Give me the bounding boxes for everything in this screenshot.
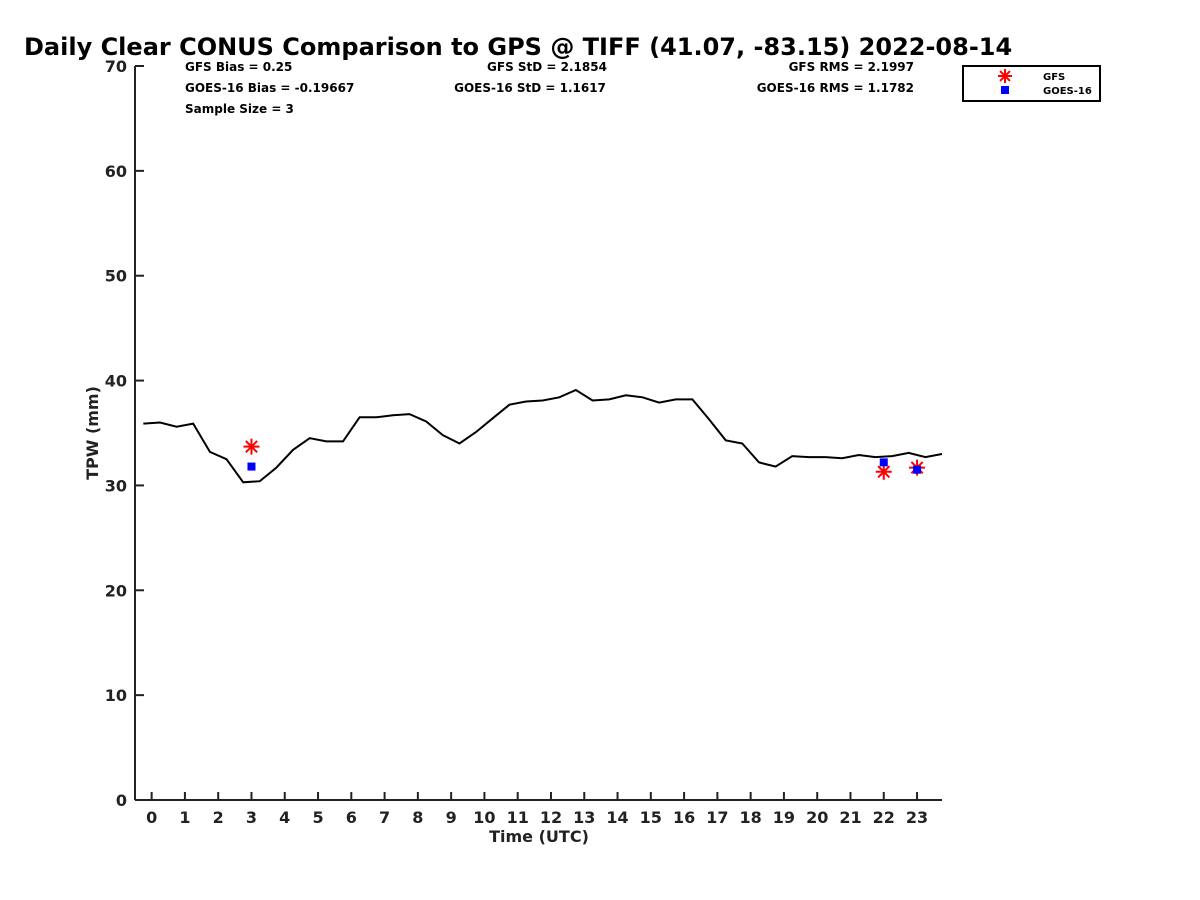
x-tick-label: 0 — [146, 808, 157, 827]
y-tick-label: 70 — [105, 57, 127, 76]
goes-16-point — [247, 462, 256, 471]
x-tick-label: 14 — [606, 808, 628, 827]
stat-gfs-std: GFS StD = 2.1854 — [487, 60, 607, 74]
legend: GFS GOES-16 — [962, 65, 1101, 102]
x-axis-label: Time (UTC) — [489, 827, 589, 846]
x-tick-label: 17 — [706, 808, 728, 827]
x-tick-label: 5 — [312, 808, 323, 827]
gfs-point — [243, 438, 260, 455]
x-tick-label: 8 — [412, 808, 423, 827]
x-tick-label: 2 — [213, 808, 224, 827]
legend-goes-marker — [1001, 86, 1009, 94]
x-tick-label: 21 — [839, 808, 861, 827]
chart-title: Daily Clear CONUS Comparison to GPS @ TI… — [24, 33, 1012, 61]
goes-16-point — [913, 465, 922, 474]
stat-goes-rms: GOES-16 RMS = 1.1782 — [757, 81, 914, 95]
x-tick-label: 9 — [446, 808, 457, 827]
gfs-point — [875, 463, 892, 480]
x-tick-label: 22 — [873, 808, 895, 827]
stat-gfs-rms: GFS RMS = 2.1997 — [789, 60, 914, 74]
x-tick-label: 15 — [640, 808, 662, 827]
x-tick-label: 3 — [246, 808, 257, 827]
gps-tpw-line — [143, 388, 943, 484]
x-tick-label: 1 — [179, 808, 190, 827]
y-axis-label: TPW (mm) — [83, 386, 102, 480]
legend-gfs-asterisk — [998, 69, 1012, 83]
x-tick-label: 23 — [906, 808, 928, 827]
x-tick-label: 13 — [573, 808, 595, 827]
x-tick-label: 11 — [507, 808, 529, 827]
goes-16-point — [879, 458, 888, 467]
y-tick-label: 60 — [105, 162, 127, 181]
x-tick-label: 18 — [740, 808, 762, 827]
x-tick-label: 4 — [279, 808, 290, 827]
legend-gfs-label: GFS — [1043, 72, 1065, 83]
x-tick-label: 10 — [473, 808, 495, 827]
x-tick-label: 12 — [540, 808, 562, 827]
y-tick-label: 10 — [105, 686, 127, 705]
x-tick-label: 6 — [346, 808, 357, 827]
y-tick-label: 50 — [105, 267, 127, 286]
legend-gfs-marker — [998, 69, 1012, 83]
x-tick-label: 16 — [673, 808, 695, 827]
stat-sample-size: Sample Size = 3 — [185, 102, 294, 116]
y-tick-label: 20 — [105, 581, 127, 600]
legend-goes-label: GOES-16 — [1043, 86, 1092, 97]
y-tick-label: 40 — [105, 372, 127, 391]
x-tick-label: 19 — [773, 808, 795, 827]
stat-goes-bias: GOES-16 Bias = -0.19667 — [185, 81, 354, 95]
y-tick-label: 0 — [116, 791, 127, 810]
x-tick-label: 7 — [379, 808, 390, 827]
stat-gfs-bias: GFS Bias = 0.25 — [185, 60, 292, 74]
stat-goes-std: GOES-16 StD = 1.1617 — [454, 81, 606, 95]
legend-box — [962, 65, 1101, 102]
x-tick-label: 20 — [806, 808, 828, 827]
y-tick-label: 30 — [105, 476, 127, 495]
